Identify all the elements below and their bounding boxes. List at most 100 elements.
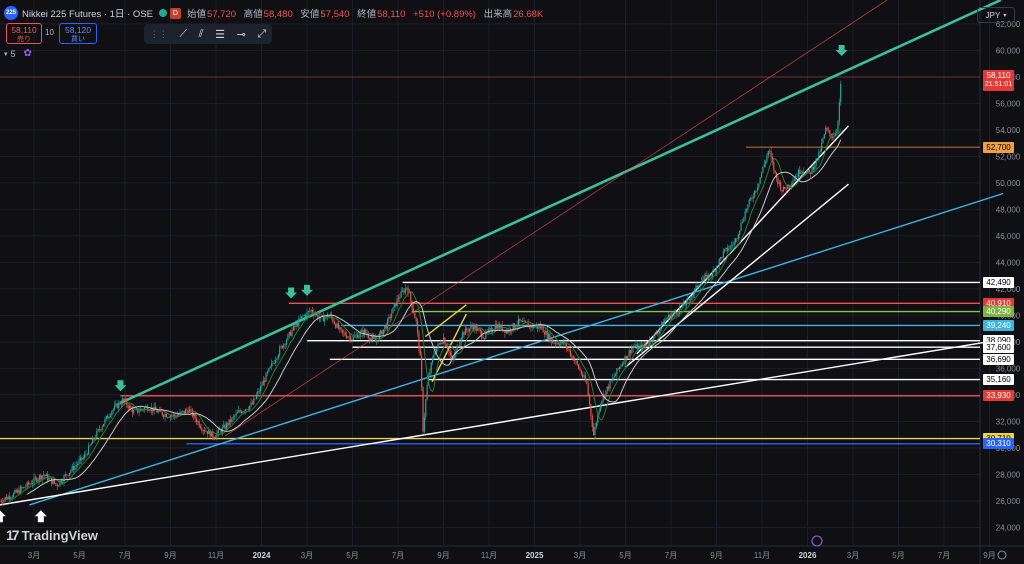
drag-handle-icon[interactable]: ⋮⋮ (149, 28, 168, 39)
chevron-down-icon: ▾ (1003, 12, 1007, 19)
candle-body (601, 400, 603, 404)
candle-body (789, 185, 791, 187)
candle-body (209, 430, 211, 437)
y-tick-label: 54,000 (996, 126, 1021, 135)
candle-body (612, 377, 614, 381)
candle-body (202, 430, 204, 431)
candle-body (426, 385, 428, 400)
candle-body (468, 328, 471, 332)
candle-body (755, 190, 757, 192)
indicators-toggle[interactable]: ▾ 5 ✿ (4, 48, 32, 59)
candle-body (52, 480, 54, 484)
time-axis[interactable]: 3月 5月 7月 9月 11月 2024 3月 5月 7月 9月 11月 2025 3月 5月 7月 9月 11… (28, 550, 1007, 560)
low-value: 57,540 (320, 9, 350, 20)
candle-body (116, 403, 118, 409)
symbol-title[interactable]: Nikkei 225 Futures · 1日 · OSE (22, 9, 153, 20)
candle-body (423, 416, 425, 432)
candle-body (477, 328, 479, 331)
candle-body (74, 466, 76, 470)
ray-tool-icon[interactable]: ⤢ (257, 27, 267, 40)
x-tick-label: 5月 (892, 551, 904, 560)
candle-body (429, 372, 431, 376)
candle-body (807, 169, 809, 172)
fib-tool-icon[interactable]: ☰ (215, 28, 225, 41)
candle-body (650, 339, 652, 342)
candle-body (527, 323, 529, 328)
candle-body (328, 315, 330, 318)
volume-label: 出来高 (483, 9, 513, 20)
y-tick-label: 60,000 (996, 46, 1021, 55)
y-tick-label: 48,000 (996, 205, 1021, 214)
low-label: 安値 (300, 9, 320, 20)
candle-body (156, 410, 158, 413)
symbol-logo[interactable]: 225 (4, 6, 18, 20)
candle-body (239, 410, 241, 412)
candle-body (726, 247, 729, 251)
candle-body (579, 368, 581, 371)
horizontal-ray-tool-icon[interactable]: ⊸ (236, 28, 246, 41)
candle-body (747, 204, 749, 210)
candle-body (347, 336, 349, 338)
trend-line-tool-icon[interactable]: ⟋ (179, 27, 188, 40)
annotation-arrows (0, 45, 848, 547)
candle-body (674, 311, 677, 313)
candle-body (72, 466, 75, 470)
order-quantity[interactable]: 10 (45, 28, 54, 37)
candle-body (29, 483, 31, 485)
y-tick-label: 46,000 (996, 232, 1021, 241)
candle-body (120, 403, 122, 405)
candle-body (75, 464, 77, 467)
candle-body (647, 344, 649, 346)
candle-body (78, 460, 80, 464)
candle-body (306, 312, 308, 317)
moving-average-slow (26, 139, 842, 495)
candle-body (49, 477, 51, 479)
candle-body (6, 497, 8, 500)
buy-button[interactable]: 58,120 買い (59, 23, 97, 44)
candle-body (412, 308, 415, 313)
candle-body (281, 345, 284, 349)
candle-body (389, 316, 391, 318)
indicator-settings-icon[interactable]: ✿ (23, 48, 32, 59)
candle-body (800, 172, 802, 174)
candle-body (624, 356, 626, 364)
candle-body (493, 329, 495, 331)
y-tick-label: 50,000 (996, 179, 1021, 188)
candle-body (583, 375, 585, 377)
candle-body (553, 342, 555, 344)
candle-body (90, 443, 92, 446)
candle-body (142, 409, 144, 410)
candle-body (782, 186, 784, 192)
candle-body (193, 413, 195, 417)
candle-body (554, 342, 557, 344)
candle-body (411, 300, 413, 309)
candle-body (691, 296, 693, 300)
candle-body (724, 249, 726, 252)
candle-body (593, 427, 595, 436)
candle-body (56, 484, 58, 487)
candle-body (85, 454, 87, 455)
candle-body (665, 318, 667, 321)
parallel-channel-tool-icon[interactable]: ⫽ (198, 27, 204, 40)
candle-body (7, 496, 9, 500)
candle-body (310, 309, 312, 312)
currency-selector[interactable]: JPY ▾ (977, 7, 1015, 23)
candle-body (253, 398, 255, 405)
candle-body (119, 402, 121, 405)
candle-body (332, 317, 334, 322)
candle-body (279, 347, 281, 356)
candle-body (36, 478, 38, 482)
candle-body (113, 405, 116, 410)
candle-body (41, 475, 43, 480)
candle-body (64, 474, 66, 476)
candle-body (737, 234, 739, 239)
candle-body (93, 438, 95, 440)
sell-button[interactable]: 58,110 売り (6, 23, 42, 44)
candle-body (520, 320, 522, 322)
candle-body (51, 477, 53, 484)
candle-body (483, 338, 486, 340)
candle-body (173, 414, 176, 417)
candle-body (452, 357, 454, 360)
candle-body (713, 270, 715, 272)
